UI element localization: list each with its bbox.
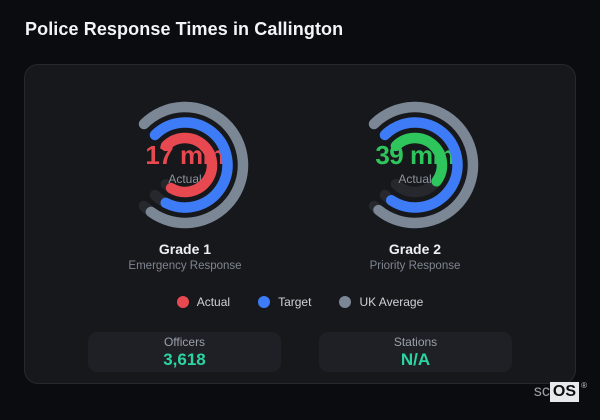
- legend-label: Actual: [196, 295, 231, 309]
- stat-card-stations: Stations N/A: [319, 332, 512, 372]
- gauge-value-label: Actual: [398, 171, 432, 186]
- gauges-row: 17 min Actual Grade 1 Emergency Response…: [25, 65, 575, 273]
- gauge-subtitle: Emergency Response: [128, 260, 242, 272]
- stat-label: Officers: [163, 335, 206, 349]
- gauge-grade-2-chart: 39 min Actual: [345, 95, 485, 235]
- legend: Actual Target UK Average: [25, 295, 575, 309]
- legend-dot-actual: [176, 296, 189, 308]
- page-title: Police Response Times in Callington: [25, 19, 344, 39]
- stats-row: Officers 3,618 Stations N/A: [25, 332, 575, 372]
- stat-value: N/A: [400, 350, 431, 369]
- legend-dot-uk-average: [339, 296, 352, 308]
- legend-item-target: Target: [258, 295, 311, 309]
- stat-label: Stations: [393, 335, 438, 349]
- watermark-prefix: sc: [533, 383, 550, 400]
- legend-item-uk-average: UK Average: [339, 295, 423, 309]
- legend-label: Target: [278, 295, 312, 309]
- gauge-value-label: Actual: [168, 171, 202, 186]
- legend-label: UK Average: [359, 295, 424, 309]
- legend-dot-target: [258, 296, 271, 308]
- legend-item-actual: Actual: [176, 295, 231, 309]
- gauge-grade-1: 17 min Actual Grade 1 Emergency Response: [70, 95, 300, 273]
- watermark-brand: OS: [549, 382, 579, 402]
- gauge-grade-1-chart: 17 min Actual: [115, 95, 255, 235]
- stat-value: 3,618: [163, 350, 206, 369]
- gauge-title: Grade 2: [388, 241, 442, 257]
- gauge-grade-2-arcs: [368, 101, 479, 229]
- gauge-grade-2: 39 min Actual Grade 2 Priority Response: [300, 95, 530, 273]
- gauge-title: Grade 1: [158, 241, 212, 257]
- stat-card-officers: Officers 3,618: [88, 332, 281, 372]
- scos-watermark: sc OS ®: [533, 381, 587, 402]
- registered-mark-icon: ®: [581, 381, 587, 390]
- gauge-subtitle: Priority Response: [369, 260, 461, 272]
- response-times-panel: 17 min Actual Grade 1 Emergency Response…: [24, 64, 576, 384]
- gauge-grade-1-arcs: [138, 101, 249, 229]
